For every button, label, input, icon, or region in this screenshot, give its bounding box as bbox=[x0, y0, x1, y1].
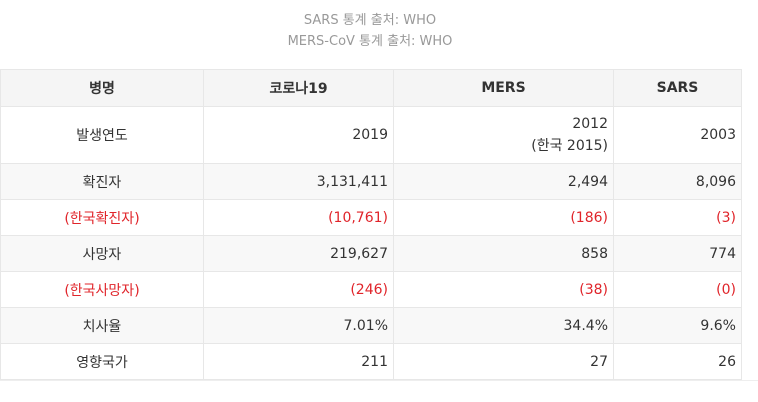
cell-sars: (0) bbox=[613, 271, 742, 308]
sars-source-note: SARS 통계 출처: WHO bbox=[303, 13, 437, 28]
table-header-row: 병명 코로나19 MERS SARS bbox=[0, 69, 742, 107]
source-notes: SARS 통계 출처: WHO MERS-CoV 통계 출처: WHO bbox=[0, 10, 740, 52]
cell-sars: (3) bbox=[613, 199, 742, 236]
row-label: 사망자 bbox=[0, 235, 204, 272]
cell-mers: (38) bbox=[393, 271, 614, 308]
cell-sars: 774 bbox=[613, 235, 742, 272]
cell-mers: 34.4% bbox=[393, 307, 614, 344]
header-disease-name: 병명 bbox=[0, 69, 204, 107]
cell-sars: 26 bbox=[613, 343, 742, 380]
cell-sars: 8,096 bbox=[613, 163, 742, 200]
cell-covid19: 219,627 bbox=[203, 235, 394, 272]
row-label: 확진자 bbox=[0, 163, 204, 200]
row-label: 발생연도 bbox=[0, 106, 204, 164]
table-row: 영향국가 211 27 26 bbox=[0, 343, 742, 380]
row-label: (한국사망자) bbox=[0, 271, 204, 308]
cell-covid19: 2019 bbox=[203, 106, 394, 164]
cell-mers: 27 bbox=[393, 343, 614, 380]
table-row: 확진자 3,131,411 2,494 8,096 bbox=[0, 163, 742, 200]
row-label: 치사율 bbox=[0, 307, 204, 344]
row-label: (한국확진자) bbox=[0, 199, 204, 236]
cell-sars: 9.6% bbox=[613, 307, 742, 344]
cell-covid19: (246) bbox=[203, 271, 394, 308]
mers-korea-year: (한국 2015) bbox=[531, 138, 608, 154]
content-divider bbox=[0, 380, 758, 381]
cell-covid19: 211 bbox=[203, 343, 394, 380]
cell-sars: 2003 bbox=[613, 106, 742, 164]
header-covid19: 코로나19 bbox=[203, 69, 394, 107]
cell-covid19: 7.01% bbox=[203, 307, 394, 344]
cell-covid19: 3,131,411 bbox=[203, 163, 394, 200]
cell-mers: 2012 (한국 2015) bbox=[393, 106, 614, 164]
table-row: (한국확진자) (10,761) (186) (3) bbox=[0, 199, 742, 236]
mers-source-note: MERS-CoV 통계 출처: WHO bbox=[287, 34, 453, 49]
disease-comparison-table: 병명 코로나19 MERS SARS 발생연도 2019 2012 (한국 20… bbox=[0, 69, 742, 380]
table-row: 치사율 7.01% 34.4% 9.6% bbox=[0, 307, 742, 344]
header-mers: MERS bbox=[393, 69, 614, 107]
row-label: 영향국가 bbox=[0, 343, 204, 380]
cell-covid19: (10,761) bbox=[203, 199, 394, 236]
cell-mers: (186) bbox=[393, 199, 614, 236]
cell-mers: 858 bbox=[393, 235, 614, 272]
table-row: (한국사망자) (246) (38) (0) bbox=[0, 271, 742, 308]
table-row: 발생연도 2019 2012 (한국 2015) 2003 bbox=[0, 106, 742, 164]
cell-mers: 2,494 bbox=[393, 163, 614, 200]
header-sars: SARS bbox=[613, 69, 742, 107]
table-row: 사망자 219,627 858 774 bbox=[0, 235, 742, 272]
mers-year: 2012 bbox=[572, 116, 608, 132]
